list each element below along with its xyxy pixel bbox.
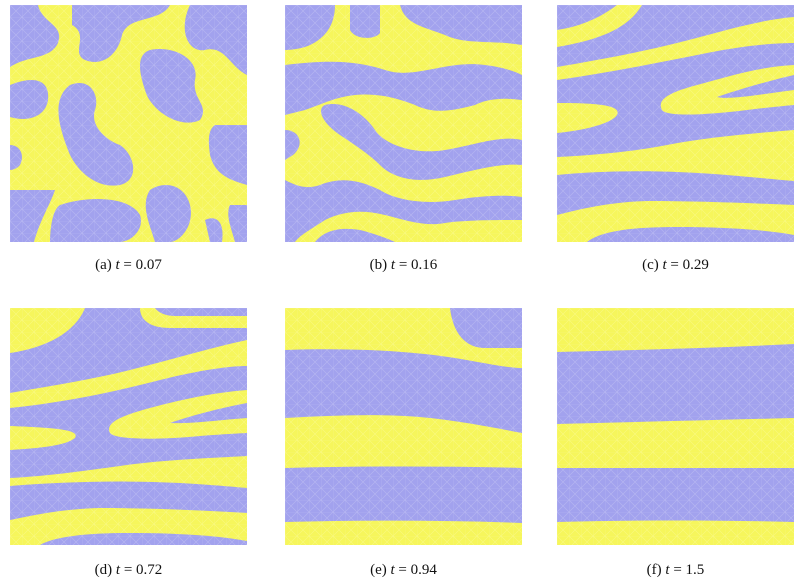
caption-variable: t [390,257,396,273]
caption: (a) t = 0.07 [10,257,247,274]
caption-label: (e) [370,562,387,578]
caption-variable: t [115,257,120,273]
caption-value: = 0.07 [123,257,162,273]
caption: (f) t = 1.5 [557,562,794,579]
caption-label: (d) [94,562,113,578]
caption-variable: t [390,562,395,578]
panel-a [10,5,247,242]
panel-b [285,5,522,242]
caption-value: = 0.16 [398,257,438,273]
panel-d [10,308,247,545]
caption-value: = 1.5 [673,562,705,578]
caption-value: = 0.29 [670,257,709,273]
caption-label: (f) [646,562,662,578]
caption-variable: t [665,562,670,578]
caption: (b) t = 0.16 [285,257,522,274]
caption-label: (b) [369,257,388,273]
panel-c [557,5,794,242]
caption-value: = 0.72 [123,562,163,578]
caption-value: = 0.94 [398,562,437,578]
caption-variable: t [115,562,121,578]
caption: (e) t = 0.94 [285,562,522,579]
panel-e [285,308,522,545]
caption-variable: t [662,257,667,273]
caption-label: (c) [642,257,659,273]
caption-label: (a) [95,257,112,273]
caption: (d) t = 0.72 [10,562,247,579]
panel-f [557,308,794,545]
caption: (c) t = 0.29 [557,257,794,274]
